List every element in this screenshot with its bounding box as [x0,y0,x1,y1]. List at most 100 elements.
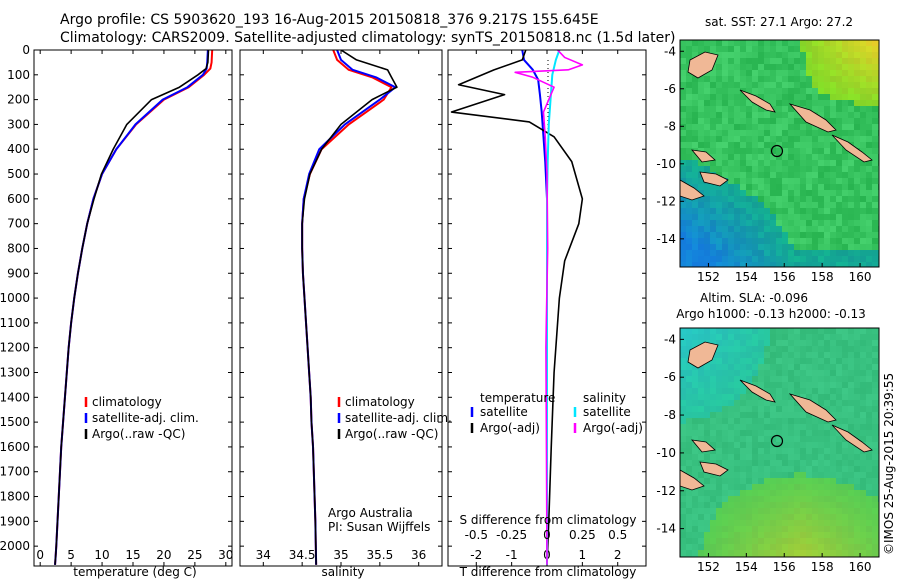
map-cell [812,472,819,479]
map-cell [728,436,735,443]
map-cell [806,466,813,473]
map-cell [758,124,765,131]
map-cell [818,484,825,491]
map-cell [734,436,741,443]
map-cell [830,478,837,485]
sla-map-ticks: 152 154 156 158 160-4-6-8-10-12-14 [656,332,871,574]
x-tick-label: 0 [36,548,44,562]
map-cell [830,520,837,527]
map-cell [734,70,741,77]
map-cell [824,106,831,113]
map-cell [818,490,825,497]
series-line-climatology [301,50,393,565]
map-cell [788,418,795,425]
map-cell [794,370,801,377]
map-cell [824,172,831,179]
map-cell [692,136,699,143]
map-cell [806,232,813,239]
map-cell [800,46,807,53]
map-cell [740,166,747,173]
map-cell [866,232,873,239]
map-cell [680,538,687,545]
map-cell [758,466,765,473]
map-cell [806,238,813,245]
map-cell [680,502,687,509]
map-cell [782,250,789,257]
map-cell [800,466,807,473]
map-cell [728,526,735,533]
map-cell [710,226,717,233]
map-cell [698,178,705,185]
map-cell [740,364,747,371]
map-cell [698,220,705,227]
map-cell [788,130,795,137]
map-cell [752,406,759,413]
map-cell [764,214,771,221]
map-cell [734,40,741,47]
map-cell [770,262,777,267]
map-cell [704,142,711,149]
map-cell [794,514,801,521]
map-cell [728,454,735,461]
map-cell [860,388,867,395]
map-cell [818,256,825,263]
map-cell [692,520,699,527]
map-cell [764,370,771,377]
map-cell [788,544,795,551]
map-cell [854,526,861,533]
map-cell [782,484,789,491]
map-cell [704,370,711,377]
map-cell [836,64,843,71]
map-cell [710,460,717,467]
map-cell [872,232,879,239]
map-cell [692,340,699,347]
map-cell [728,358,735,365]
map-cell [704,166,711,173]
map-cell [692,406,699,413]
map-cell [830,532,837,539]
map-cell [824,58,831,65]
map-cell [830,328,837,335]
map-cell [818,250,825,257]
map-cell [698,202,705,209]
map-cell [788,70,795,77]
map-cell [746,538,753,545]
map-cell [866,124,873,131]
map-cell [734,490,741,497]
map-cell [722,340,729,347]
map-cell [782,496,789,503]
map-cell [716,244,723,251]
map-cell [686,406,693,413]
map-cell [782,208,789,215]
map-cell [734,160,741,167]
map-cell [716,112,723,119]
map-cell [806,340,813,347]
map-cell [686,460,693,467]
map-cell [716,256,723,263]
map-cell [812,124,819,131]
map-cell [758,106,765,113]
map-cell [764,262,771,267]
map-cell [704,130,711,137]
map-cell [710,136,717,143]
credit-institution: Argo Australia [328,506,413,520]
map-cell [764,46,771,53]
map-cell [776,154,783,161]
map-cell [710,550,717,557]
map-cell [704,532,711,539]
map-cell [710,94,717,101]
map-cell [764,376,771,383]
map-cell [734,484,741,491]
map-cell [770,232,777,239]
map-cell [800,250,807,257]
map-cell [770,196,777,203]
map-cell [746,544,753,551]
map-cell [752,136,759,143]
map-cell [788,52,795,59]
x-tick-label: 35.5 [366,548,393,562]
land-polygon [680,179,705,201]
map-cell [866,430,873,437]
map-cell [740,472,747,479]
map-cell [680,214,687,221]
map-cell [848,262,855,267]
